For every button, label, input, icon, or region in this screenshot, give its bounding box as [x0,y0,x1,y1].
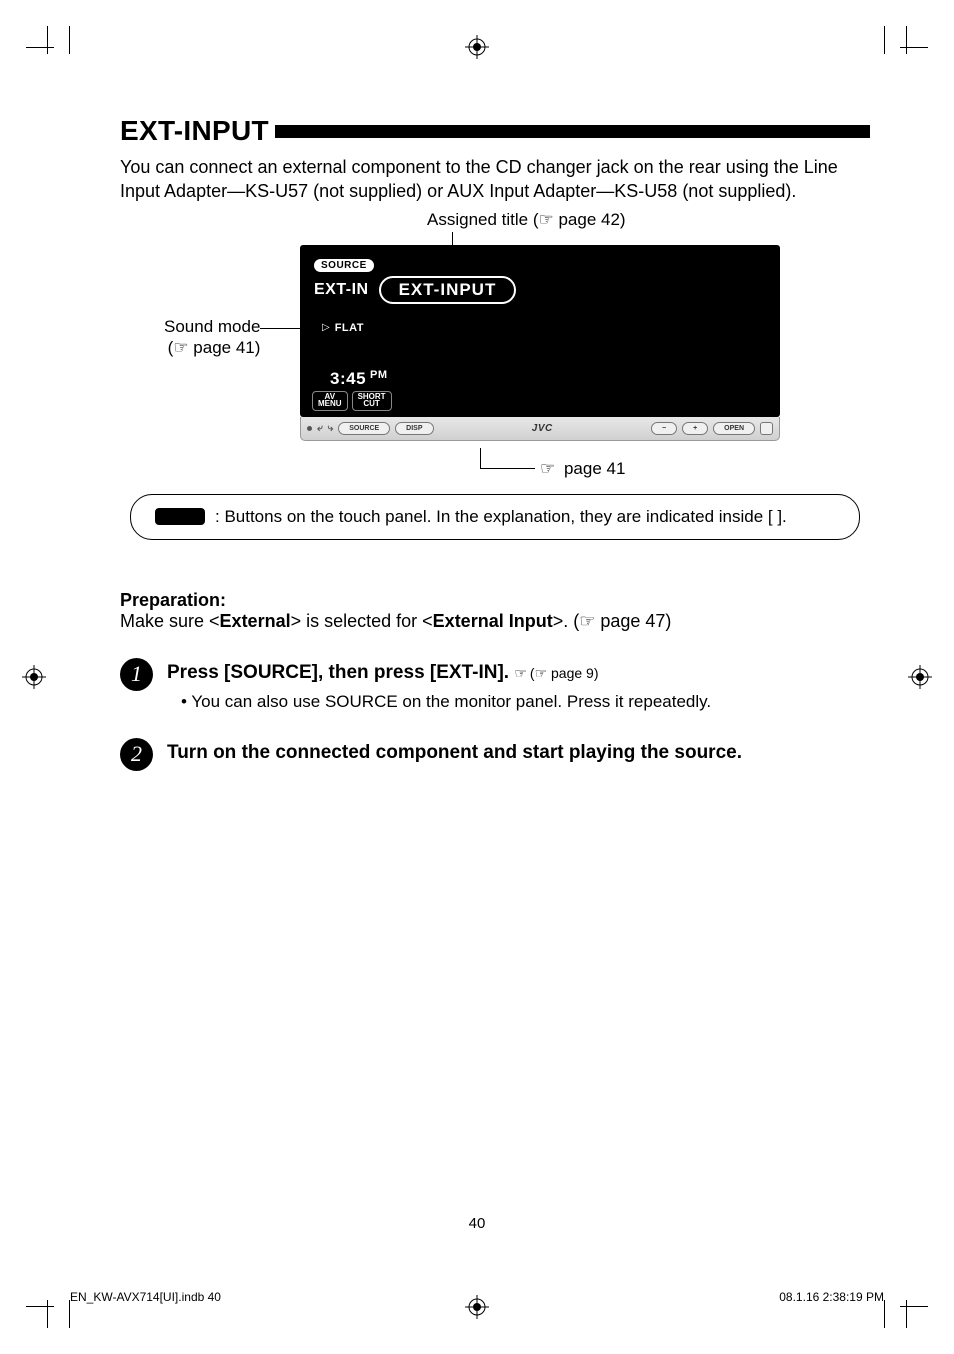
clock-time: 3:45 [330,369,366,388]
page41-callout: page 41 [540,459,625,479]
step-1-ref: (☞ page 9) [514,665,598,681]
panel-open-button[interactable]: OPEN [713,422,755,435]
prep-heading: Preparation: [120,590,870,611]
sound-mode-callout: Sound mode (☞ page 41) [164,316,260,359]
callout-line-v [480,448,481,468]
page-number: 40 [0,1215,954,1232]
panel-icon-2: ⤷ [328,423,334,434]
page-content: EXT-INPUT You can connect an external co… [120,115,870,797]
flat-arrow-icon: ▷ [322,322,330,333]
step-2-number: 2 [120,738,153,771]
step-1: 1 Press [SOURCE], then press [EXT-IN]. (… [120,658,870,712]
step-2: 2 Turn on the connected component and st… [120,738,870,771]
panel-disp-button[interactable]: DISP [395,422,433,435]
flat-label: FLAT [335,322,364,334]
title-row: EXT-INPUT [120,115,870,147]
jvc-logo: JVC [532,423,553,434]
extin-label: EXT-IN [314,281,369,299]
sound-mode-line1: Sound mode [164,316,260,337]
steps: 1 Press [SOURCE], then press [EXT-IN]. (… [120,658,870,771]
registration-mark-left [22,665,46,689]
short-cut-button[interactable]: SHORTCUT [352,391,392,410]
callout-line-h [480,468,535,469]
prep-text: Make sure <External> is selected for <Ex… [120,611,870,632]
step-1-number: 1 [120,658,153,691]
diagram-area: Assigned title (☞ page 42) Sound mode (☞… [120,208,870,538]
clock: 3:45 PM [330,369,388,389]
section-title: EXT-INPUT [120,115,269,147]
footer-right: 08.1.16 2:38:19 PM [779,1290,884,1304]
source-badge: SOURCE [314,259,374,272]
sound-mode-line2: (☞ page 41) [164,337,260,358]
registration-mark-right [908,665,932,689]
note-text: : Buttons on the touch panel. In the exp… [215,507,787,527]
registration-mark-top [465,35,489,59]
panel-plus-button[interactable]: + [682,422,708,435]
step-1-title: Press [SOURCE], then press [EXT-IN]. [167,662,514,683]
step-1-bullet: You can also use SOURCE on the monitor p… [181,692,711,712]
device-screenshot: SOURCE EXT-IN EXT-INPUT ▷ FLAT 3:45 PM AV… [300,245,780,455]
assigned-title-callout: Assigned title (☞ page 42) [427,210,626,230]
soft-buttons: AVMENU SHORTCUT [312,391,392,410]
intro-text: You can connect an external component to… [120,155,870,204]
footer-left: EN_KW-AVX714[UI].indb 40 [70,1290,221,1304]
preparation-section: Preparation: Make sure <External> is sel… [120,590,870,632]
panel-minus-button[interactable]: − [651,422,677,435]
clock-pm: PM [370,369,388,381]
note-box: : Buttons on the touch panel. In the exp… [130,494,860,540]
panel-source-button[interactable]: SOURCE [338,422,390,435]
panel-icon-1: ⤶ [317,423,323,434]
step-2-title: Turn on the connected component and star… [167,742,742,763]
panel-dot [307,426,312,431]
touch-screen: SOURCE EXT-IN EXT-INPUT ▷ FLAT 3:45 PM AV… [300,245,780,417]
footer: EN_KW-AVX714[UI].indb 40 08.1.16 2:38:19… [70,1290,884,1304]
av-menu-button[interactable]: AVMENU [312,391,348,410]
button-chip-icon [155,508,205,525]
monitor-panel: ⤶ ⤷ SOURCE DISP JVC − + OPEN [300,417,780,441]
panel-square [760,422,773,435]
extin-pill: EXT-INPUT [379,276,517,304]
title-rule [275,125,870,138]
